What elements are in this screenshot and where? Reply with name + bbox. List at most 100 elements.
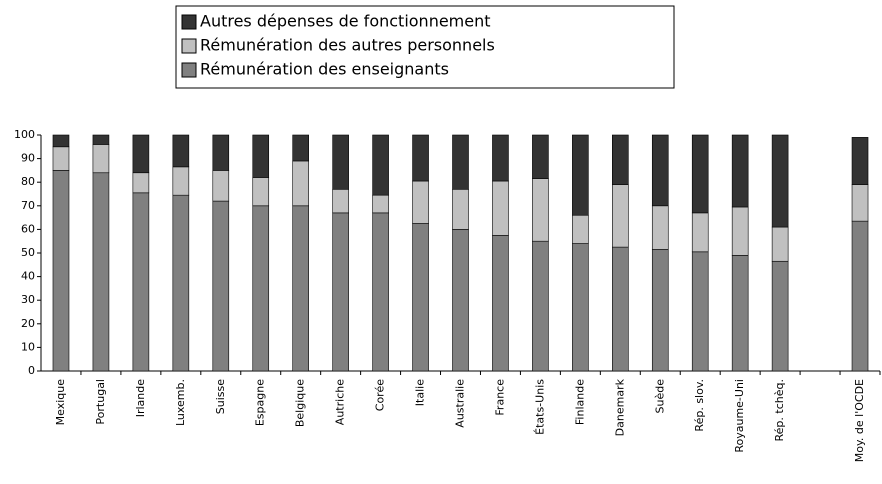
y-tick-label: 50 bbox=[21, 246, 35, 259]
x-tick-label: Rép. tchèq. bbox=[773, 379, 786, 441]
bar-segment bbox=[212, 170, 230, 202]
bar-segment bbox=[292, 160, 309, 207]
bar-segment bbox=[771, 260, 789, 372]
bar-segment bbox=[731, 206, 749, 256]
bar-segment bbox=[412, 223, 429, 372]
x-tick-label: Autriche bbox=[334, 379, 347, 425]
x-tick-label: Suisse bbox=[214, 379, 227, 414]
bar-segment bbox=[851, 137, 869, 185]
bar-segment bbox=[612, 134, 629, 185]
x-tick-label: Finlande bbox=[573, 379, 586, 425]
bar-segment bbox=[292, 205, 309, 372]
bar-segment bbox=[372, 134, 389, 196]
bar-segment bbox=[691, 134, 709, 214]
y-tick-label: 70 bbox=[21, 199, 35, 212]
bar-segment bbox=[612, 184, 629, 248]
bar-segment bbox=[492, 180, 509, 236]
legend-swatch bbox=[181, 14, 197, 30]
bar-segment bbox=[332, 188, 349, 214]
y-tick-label: 90 bbox=[21, 152, 35, 165]
bar-segment bbox=[572, 134, 589, 216]
bar-segment bbox=[532, 178, 549, 242]
x-tick-label: Moy. de l'OCDE bbox=[853, 379, 866, 462]
bar-segment bbox=[412, 134, 429, 182]
y-tick-label: 0 bbox=[28, 364, 35, 377]
bar-segment bbox=[731, 255, 749, 372]
legend-swatch bbox=[181, 62, 197, 78]
y-tick-label: 30 bbox=[21, 293, 35, 306]
legend-label: Autres dépenses de fonctionnement bbox=[200, 12, 491, 31]
bar-segment bbox=[771, 134, 789, 228]
bar-segment bbox=[212, 134, 230, 171]
x-tick-label: Italie bbox=[414, 379, 427, 406]
legend-box bbox=[175, 5, 675, 89]
bar-segment bbox=[132, 172, 150, 194]
x-tick-label: Portugal bbox=[94, 379, 107, 425]
bar-segment bbox=[771, 226, 789, 262]
bar-segment bbox=[612, 246, 629, 372]
x-tick-label: Australie bbox=[454, 379, 467, 428]
bar-segment bbox=[691, 212, 709, 253]
bar-segment bbox=[252, 177, 270, 207]
x-tick-label: Rép. slov. bbox=[693, 379, 706, 432]
legend-label: Rémunération des enseignants bbox=[200, 60, 449, 79]
bar-segment bbox=[132, 134, 150, 174]
bar-segment bbox=[172, 166, 190, 196]
bar-segment bbox=[92, 134, 110, 145]
y-tick-label: 80 bbox=[21, 175, 35, 188]
x-tick-label: Irlande bbox=[134, 379, 147, 418]
bar-segment bbox=[372, 212, 389, 372]
bar-segment bbox=[731, 134, 749, 208]
x-tick-label: Danemark bbox=[613, 378, 626, 436]
bar-segment bbox=[332, 212, 349, 372]
x-tick-label: Suède bbox=[653, 379, 666, 414]
bar-segment bbox=[212, 200, 230, 372]
bar-segment bbox=[52, 170, 70, 372]
bar-segment bbox=[851, 220, 869, 372]
y-tick-label: 100 bbox=[14, 128, 35, 141]
bar-segment bbox=[172, 134, 190, 168]
y-tick-label: 40 bbox=[21, 270, 35, 283]
bar-segment bbox=[92, 144, 110, 174]
y-tick-label: 20 bbox=[21, 317, 35, 330]
x-tick-label: Mexique bbox=[54, 379, 67, 426]
x-tick-label: Corée bbox=[374, 379, 387, 411]
bar-segment bbox=[132, 192, 150, 372]
bar-segment bbox=[572, 243, 589, 372]
bar-segment bbox=[92, 172, 110, 372]
bar-segment bbox=[851, 184, 869, 222]
bar-segment bbox=[452, 134, 469, 190]
bar-segment bbox=[651, 249, 669, 372]
x-tick-label: Espagne bbox=[254, 379, 267, 426]
legend-label: Rémunération des autres personnels bbox=[200, 36, 495, 55]
bar-segment bbox=[172, 194, 190, 372]
legend-swatch bbox=[181, 38, 197, 54]
x-tick-label: Luxemb. bbox=[174, 379, 187, 426]
bar-segment bbox=[691, 251, 709, 372]
bar-segment bbox=[492, 134, 509, 182]
bar-segment bbox=[532, 134, 549, 179]
bar-segment bbox=[492, 235, 509, 372]
bar-segment bbox=[52, 134, 70, 148]
bar-segment bbox=[452, 229, 469, 372]
x-tick-label: Royaume-Uni bbox=[733, 379, 746, 453]
bar-segment bbox=[572, 214, 589, 244]
bar-segment bbox=[252, 205, 270, 372]
bar-segment bbox=[52, 146, 70, 171]
y-tick-label: 10 bbox=[21, 340, 35, 353]
x-tick-label: Belgique bbox=[294, 379, 307, 427]
bar-segment bbox=[651, 134, 669, 207]
bar-segment bbox=[292, 134, 309, 162]
bar-segment bbox=[332, 134, 349, 190]
bar-segment bbox=[452, 188, 469, 230]
bar-segment bbox=[252, 134, 270, 178]
bar-segment bbox=[372, 194, 389, 214]
bar-segment bbox=[651, 205, 669, 250]
bar-segment bbox=[532, 240, 549, 372]
bar-segment bbox=[412, 180, 429, 224]
x-tick-label: États-Unis bbox=[533, 379, 546, 435]
y-tick-label: 60 bbox=[21, 222, 35, 235]
x-tick-label: France bbox=[493, 379, 506, 416]
